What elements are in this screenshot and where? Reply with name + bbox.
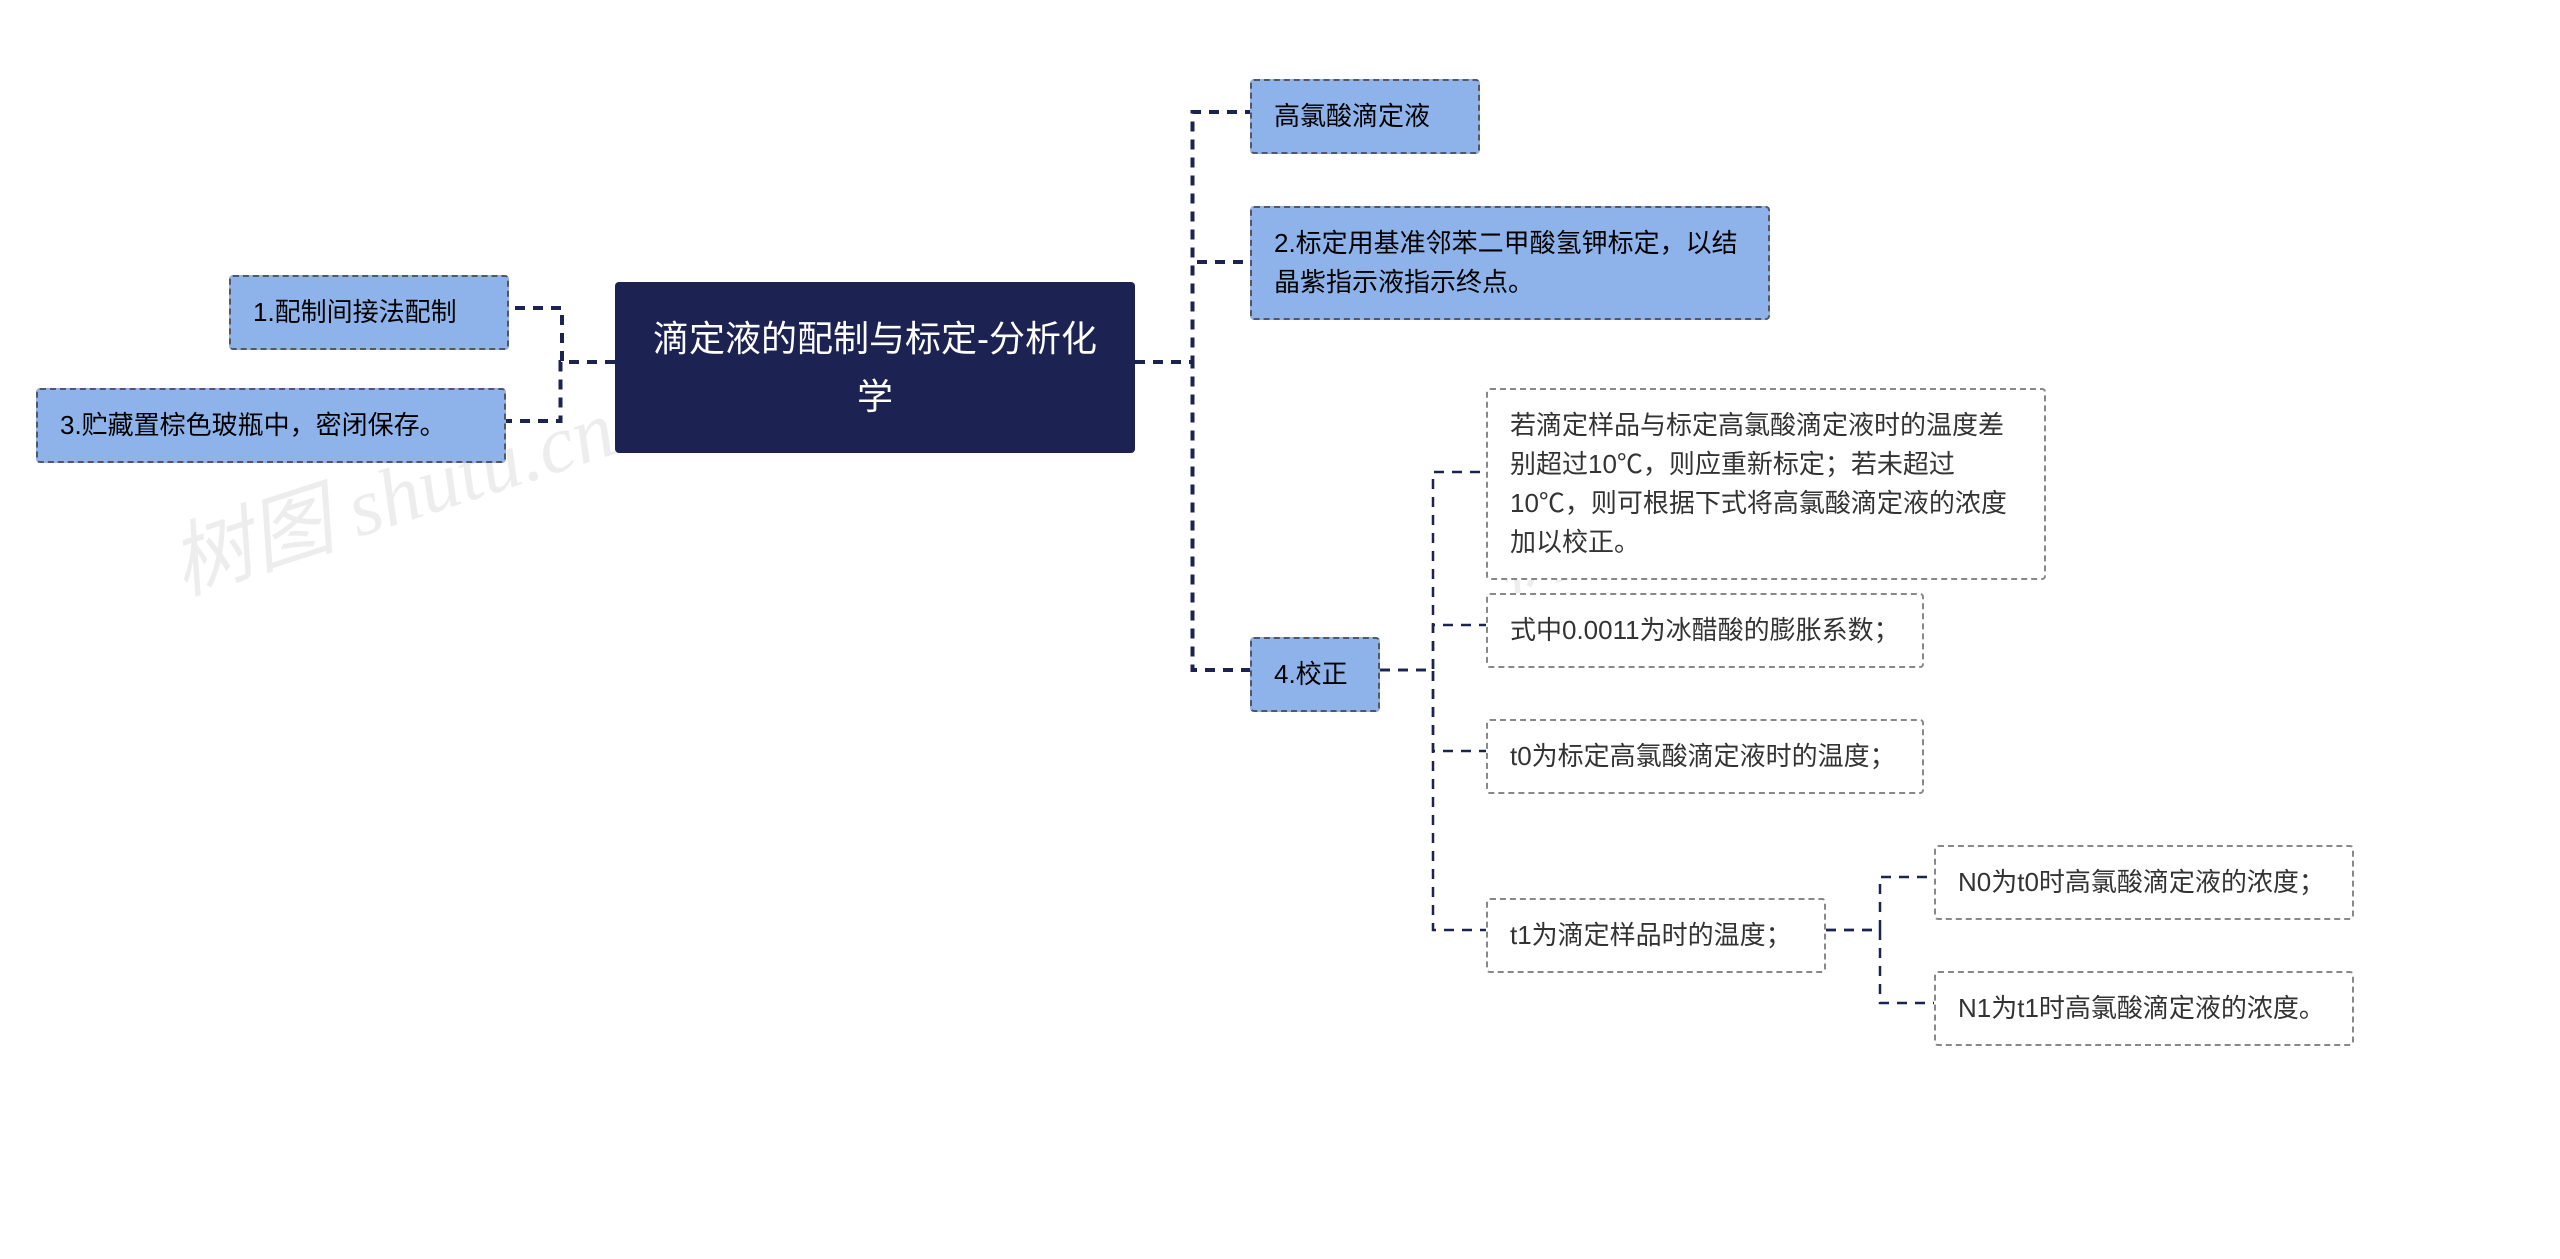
node-r3[interactable]: 4.校正 <box>1250 637 1380 712</box>
node-r3b[interactable]: 式中0.0011为冰醋酸的膨胀系数； <box>1486 593 1924 668</box>
node-r3c[interactable]: t0为标定高氯酸滴定液时的温度； <box>1486 719 1924 794</box>
node-r3d1[interactable]: N0为t0时高氯酸滴定液的浓度； <box>1934 845 2354 920</box>
node-l1[interactable]: 1.配制间接法配制 <box>229 275 509 350</box>
node-r3d2[interactable]: N1为t1时高氯酸滴定液的浓度。 <box>1934 971 2354 1046</box>
node-l2[interactable]: 3.贮藏置棕色玻瓶中，密闭保存。 <box>36 388 506 463</box>
node-r2[interactable]: 2.标定用基准邻苯二甲酸氢钾标定，以结晶紫指示液指示终点。 <box>1250 206 1770 320</box>
root-node[interactable]: 滴定液的配制与标定-分析化学 <box>615 282 1135 453</box>
connector-layer <box>0 0 2560 1259</box>
node-r3d[interactable]: t1为滴定样品时的温度； <box>1486 898 1826 973</box>
node-r1[interactable]: 高氯酸滴定液 <box>1250 79 1480 154</box>
node-r3a[interactable]: 若滴定样品与标定高氯酸滴定液时的温度差别超过10℃，则应重新标定；若未超过10℃… <box>1486 388 2046 580</box>
